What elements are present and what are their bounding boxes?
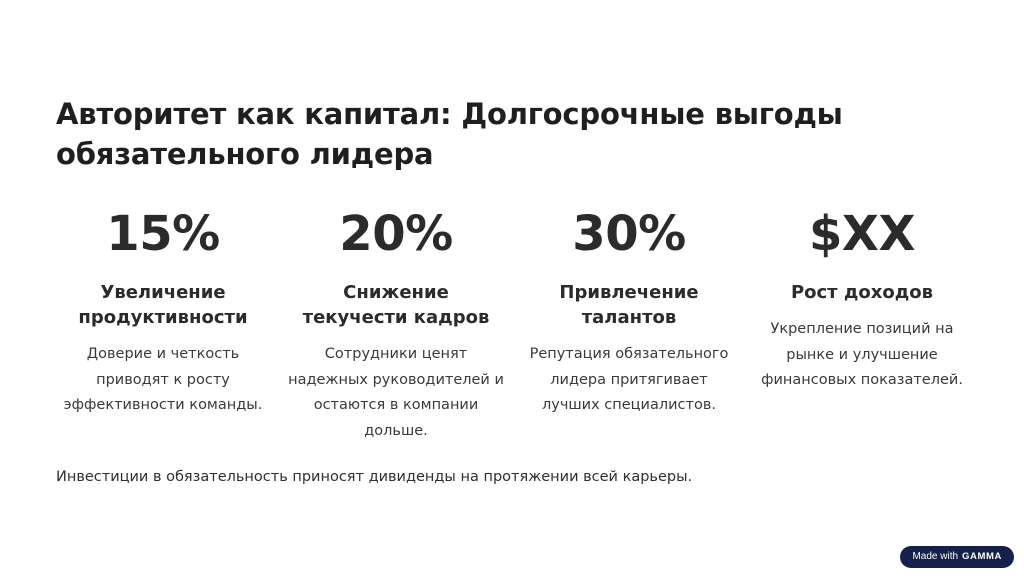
stat-description: Доверие и четкость приводят к росту эффе… bbox=[63, 346, 263, 413]
stat-heading: Привлечение талантов bbox=[559, 282, 699, 328]
stat-heading: Снижение текучести кадров bbox=[302, 282, 490, 328]
stat-description: Репутация обязательного лидера притягива… bbox=[529, 346, 729, 413]
gamma-logo: GAMMA bbox=[962, 551, 1002, 562]
stat-heading: Рост доходов bbox=[790, 282, 934, 303]
stat-card-talent: 30% Привлечение талантов Репутация обяза… bbox=[514, 202, 744, 419]
made-with-gamma-badge[interactable]: Made with GAMMA bbox=[900, 546, 1014, 568]
slide-title: Авторитет как капитал: Долгосрочные выго… bbox=[56, 97, 843, 171]
stat-value: 20% bbox=[339, 206, 453, 262]
stat-card-turnover: 20% Снижение текучести кадров Сотрудники… bbox=[281, 202, 511, 444]
stat-description: Укрепление позиций на рынке и улучшение … bbox=[761, 321, 963, 388]
stat-description: Сотрудники ценят надежных руководителей … bbox=[288, 346, 504, 439]
footer-note: Инвестиции в обязательность приносят див… bbox=[56, 469, 693, 485]
stat-heading: Увеличение продуктивности bbox=[78, 282, 248, 328]
stat-value: 15% bbox=[106, 206, 220, 262]
stat-value: 30% bbox=[572, 206, 686, 262]
stat-card-productivity: 15% Увеличение продуктивности Доверие и … bbox=[48, 202, 278, 419]
badge-prefix: Made with bbox=[912, 551, 959, 562]
stats-row: 15% Увеличение продуктивности Доверие и … bbox=[48, 202, 978, 452]
stat-value: $XX bbox=[809, 206, 915, 262]
stat-card-revenue: $XX Рост доходов Укрепление позиций на р… bbox=[747, 202, 977, 394]
